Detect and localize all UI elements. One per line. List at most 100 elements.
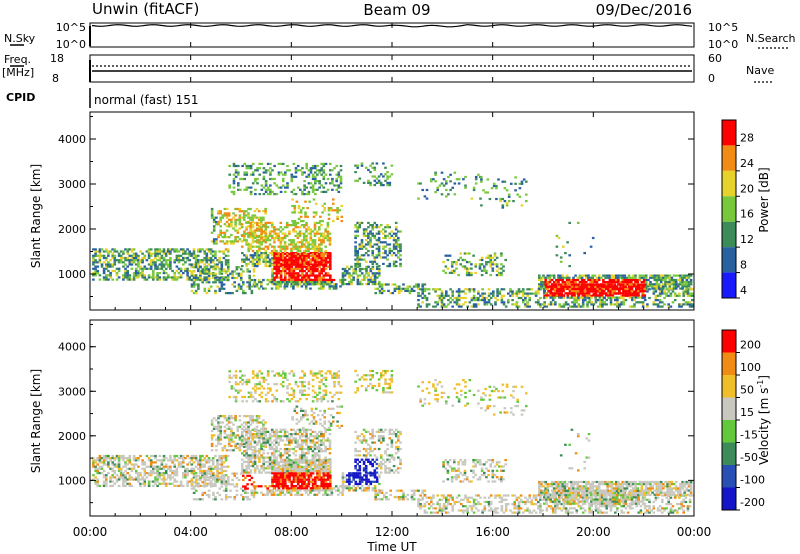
- range-cell: [175, 254, 179, 257]
- range-cell: [332, 278, 336, 282]
- range-cell: [311, 245, 315, 248]
- range-cell: [94, 248, 97, 251]
- range-cell: [247, 429, 250, 433]
- range-cell: [224, 261, 228, 264]
- range-cell: [266, 226, 270, 229]
- range-cell: [534, 290, 538, 293]
- range-cell: [451, 292, 454, 295]
- range-cell: [507, 200, 511, 203]
- range-cell: [303, 226, 306, 229]
- range-cell: [249, 440, 252, 443]
- range-cell: [234, 169, 238, 172]
- range-cell: [597, 278, 601, 282]
- range-cell: [119, 474, 123, 477]
- range-cell: [230, 233, 233, 237]
- range-cell: [619, 281, 622, 284]
- range-cell: [169, 259, 172, 262]
- range-cell: [169, 276, 172, 279]
- range-cell: [237, 188, 240, 191]
- range-cell: [557, 281, 560, 284]
- range-cell: [296, 267, 300, 271]
- range-cell: [219, 212, 222, 215]
- range-cell: [245, 226, 248, 229]
- range-cell: [266, 162, 270, 165]
- range-cell: [596, 283, 600, 286]
- range-cell: [657, 276, 661, 279]
- range-cell: [623, 281, 627, 284]
- range-cell: [186, 269, 189, 273]
- range-cell: [256, 456, 259, 459]
- range-cell: [291, 220, 294, 223]
- range-cell: [657, 278, 661, 282]
- range-cell: [378, 280, 381, 283]
- range-cell: [296, 241, 300, 244]
- range-cell: [283, 241, 287, 244]
- range-cell: [262, 287, 265, 290]
- freq-tick-bottom: 8: [52, 72, 59, 85]
- range-cell: [137, 256, 140, 260]
- range-cell: [241, 164, 244, 168]
- range-cell: [262, 252, 265, 255]
- range-cell: [141, 276, 144, 279]
- range-cell: [251, 220, 254, 224]
- range-cell: [218, 287, 222, 290]
- range-cell: [117, 276, 121, 279]
- range-cell: [634, 276, 637, 279]
- range-cell: [220, 268, 224, 271]
- range-cell: [298, 234, 302, 237]
- range-cell: [228, 186, 231, 189]
- range-cell: [109, 259, 112, 262]
- range-cell: [462, 296, 465, 300]
- range-cell: [292, 228, 295, 231]
- range-cell: [227, 214, 231, 217]
- range-cell: [572, 283, 575, 286]
- range-cell: [279, 285, 282, 288]
- range-cell: [98, 459, 102, 462]
- range-cell: [608, 274, 612, 277]
- range-cell: [520, 204, 524, 207]
- range-cell: [480, 258, 484, 262]
- range-cell: [111, 461, 114, 464]
- range-cell: [594, 299, 598, 302]
- range-cell: [596, 305, 600, 308]
- range-cell: [234, 223, 237, 226]
- range-cell: [551, 292, 555, 295]
- range-cell: [434, 173, 437, 176]
- range-cell: [388, 236, 392, 240]
- range-cell: [252, 268, 256, 271]
- range-cell: [632, 278, 635, 282]
- range-cell: [340, 220, 344, 223]
- range-cell: [292, 261, 296, 264]
- range-cell: [686, 292, 690, 295]
- range-cell: [577, 221, 580, 224]
- range-cell: [212, 498, 215, 501]
- range-cell: [615, 296, 619, 299]
- range-cell: [239, 279, 243, 282]
- range-cell: [329, 283, 332, 286]
- range-cell: [222, 481, 226, 484]
- range-cell: [260, 283, 263, 286]
- range-cell: [358, 247, 362, 250]
- range-cell: [356, 166, 359, 169]
- range-cell: [130, 261, 134, 264]
- range-cell: [477, 173, 480, 176]
- range-cell: [225, 434, 229, 437]
- range-cell: [256, 177, 259, 181]
- range-cell: [226, 465, 230, 468]
- range-cell: [242, 474, 245, 477]
- range-cell: [277, 257, 281, 260]
- range-cell: [525, 180, 528, 183]
- range-cell: [223, 444, 227, 448]
- range-cell: [271, 276, 274, 279]
- range-cell: [360, 221, 364, 224]
- range-cell: [162, 256, 166, 260]
- range-cell: [175, 472, 179, 475]
- range-cell: [654, 290, 658, 293]
- range-cell: [223, 432, 227, 435]
- range-cell: [162, 278, 166, 281]
- range-cell: [628, 305, 632, 308]
- range-cell: [320, 249, 323, 253]
- range-cell: [275, 274, 279, 277]
- range-cell: [241, 471, 244, 474]
- range-cell: [377, 247, 381, 250]
